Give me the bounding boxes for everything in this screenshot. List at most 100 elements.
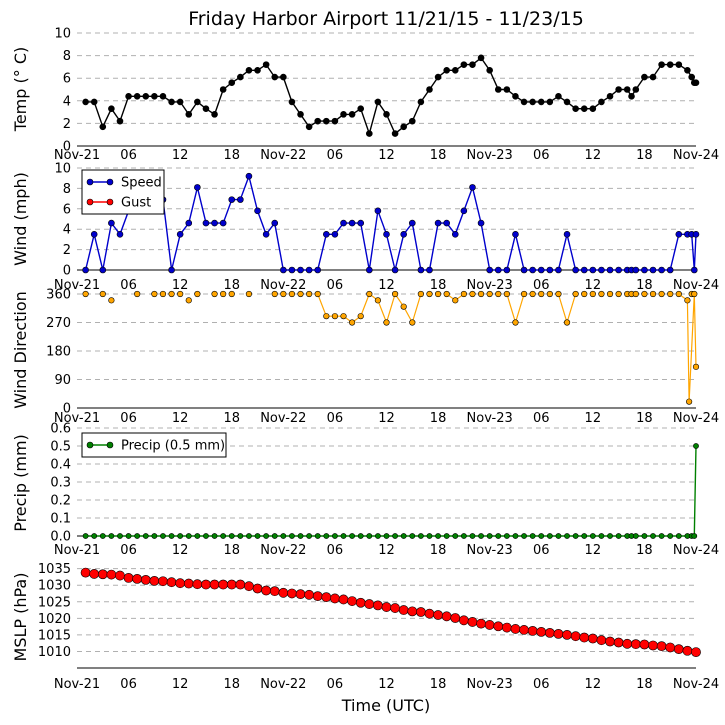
- y-tick-label: 1030: [38, 579, 71, 594]
- wind-speed-point: [572, 266, 579, 274]
- wind-direction-point: [675, 290, 682, 298]
- mslp-point: [218, 579, 229, 590]
- x-tick-label: Nov-23: [467, 543, 513, 558]
- temp-point: [555, 92, 562, 100]
- temp-point: [219, 86, 227, 93]
- mslp-point: [493, 621, 504, 632]
- wind-speed-point: [434, 219, 442, 227]
- x-tick-label: 18: [223, 543, 240, 558]
- temp-point: [108, 105, 115, 113]
- precip-point: [486, 533, 493, 539]
- wind-direction-point: [469, 290, 476, 298]
- temp-point: [391, 130, 399, 137]
- wind-speed-point: [305, 266, 313, 274]
- wind-speed-point: [580, 266, 588, 274]
- precip-point: [289, 533, 295, 539]
- precip-point: [538, 533, 545, 539]
- mslp-point: [278, 587, 289, 598]
- wind-direction-point: [658, 290, 665, 298]
- wind-direction-point: [340, 313, 347, 320]
- wind-speed-point: [589, 266, 597, 274]
- wind-direction-point: [194, 290, 201, 298]
- wind-direction-point: [495, 290, 502, 298]
- wind-speed-point: [228, 196, 236, 203]
- temp-line: [85, 56, 696, 136]
- y-tick-label: 0.4: [50, 458, 71, 473]
- mslp-point: [656, 641, 667, 652]
- x-tick-label: Nov-23: [467, 677, 513, 692]
- wind-speed-point: [426, 266, 433, 274]
- y-tick-label: 0.6: [50, 422, 71, 437]
- x-tick-label: 18: [223, 411, 240, 426]
- x-tick-label: 06: [120, 543, 137, 558]
- mslp-point: [476, 618, 486, 629]
- x-tick-label: 12: [585, 278, 602, 293]
- y-tick-label: 10: [54, 27, 71, 42]
- temp-point: [151, 92, 158, 100]
- x-tick-label: 18: [430, 411, 447, 426]
- temp-point: [366, 130, 373, 137]
- temp-point: [572, 105, 579, 113]
- temp-point: [460, 61, 468, 68]
- wind-direction-point: [168, 290, 175, 298]
- wind-speed-point: [314, 266, 322, 274]
- x-tick-label: 18: [430, 677, 447, 692]
- y-tick-label: 4: [63, 94, 71, 109]
- temp-point: [426, 86, 433, 93]
- y-tick-label: 1035: [38, 562, 71, 577]
- y-tick-label: 0.1: [50, 512, 71, 527]
- mslp-point: [235, 579, 246, 590]
- wind-speed-point: [348, 219, 356, 227]
- wind-speed-point: [168, 266, 175, 274]
- wind-speed-point: [211, 219, 218, 227]
- temp-point: [546, 98, 554, 106]
- wind-speed-point: [176, 231, 184, 238]
- wind-speed-point: [280, 266, 287, 274]
- wind-direction-point: [632, 290, 639, 298]
- wind-speed-point: [383, 231, 390, 238]
- mslp-point: [244, 581, 254, 592]
- wind-speed-point: [90, 231, 98, 238]
- mslp-point: [269, 586, 280, 597]
- mslp-point: [605, 636, 615, 647]
- wind-direction-point: [667, 290, 674, 298]
- mslp-point: [355, 597, 366, 608]
- wind-direction-point: [686, 398, 693, 405]
- precip-point: [151, 533, 158, 539]
- wind-speed-point: [391, 266, 399, 274]
- precip-point: [658, 533, 665, 539]
- wind-direction-point: [589, 290, 596, 298]
- wind-direction-point: [383, 319, 390, 326]
- mslp-point: [587, 633, 598, 644]
- mslp-point: [89, 569, 100, 579]
- wind-speed-point: [615, 266, 622, 274]
- mslp-point: [622, 638, 633, 649]
- wind-speed-point: [503, 266, 511, 274]
- wind-speed-point: [108, 219, 115, 227]
- precip-point: [82, 533, 89, 539]
- precip-point: [555, 533, 562, 539]
- x-tick-label: 06: [327, 148, 344, 163]
- x-tick-label: Nov-23: [467, 278, 513, 293]
- temp-point: [237, 73, 244, 81]
- x-tick-label: 18: [223, 677, 240, 692]
- wind-speed-point: [116, 231, 124, 238]
- mslp-point: [544, 627, 555, 638]
- wind-direction-point: [486, 290, 493, 298]
- precip-point: [383, 533, 390, 539]
- temp-point: [589, 105, 597, 113]
- precip-point: [314, 533, 321, 539]
- wind-speed-point: [477, 219, 485, 227]
- precip-point: [254, 533, 261, 539]
- wind-direction-point: [400, 303, 407, 310]
- temp-point: [331, 117, 339, 125]
- wind-direction-point: [357, 313, 364, 320]
- mslp-point: [553, 628, 564, 639]
- precip-point: [246, 533, 252, 539]
- wind-direction-point: [185, 297, 192, 304]
- mslp-point: [441, 611, 452, 622]
- wind-speed-point: [675, 231, 683, 238]
- x-tick-label: 06: [327, 411, 344, 426]
- wind-speed-point: [666, 266, 674, 274]
- temp-point: [202, 105, 210, 113]
